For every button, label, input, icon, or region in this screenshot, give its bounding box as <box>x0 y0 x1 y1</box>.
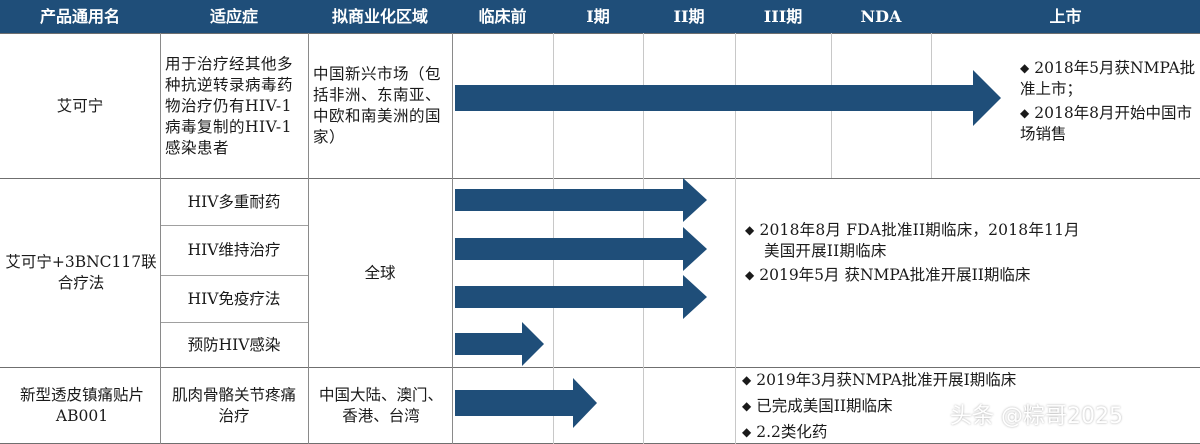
row2-notes: ◆ 2018年8月 FDA批准II期临床，2018年11月美国开展II期临床 ◆ 2… <box>745 220 1090 286</box>
header-region: 拟商业化区域 <box>308 0 452 33</box>
row2-arrow-1-shape <box>455 178 707 222</box>
row1-notes: ◆ 2018年5月获NMPA批准上市； ◆ 2018年8月开始中国市场销售 <box>1020 58 1196 144</box>
diamond-bullet-icon: ◆ <box>1020 106 1030 120</box>
row2-indication-4: 预防HIV感染 <box>160 323 308 367</box>
row3-progress-arrow <box>455 378 597 428</box>
header-phase3: III期 <box>735 0 831 33</box>
row3-arrow-shape <box>455 378 597 428</box>
row1-region: 中国新兴市场（包括非洲、东南亚、中欧和南美洲的国家） <box>313 34 449 178</box>
row2-arrow-2-shape <box>455 227 707 271</box>
sub-row-divider <box>160 275 308 276</box>
row1-progress-arrow <box>455 70 1001 126</box>
diamond-bullet-icon: ◆ <box>742 399 752 413</box>
row2-bullet-1: ◆ 2018年8月 FDA批准II期临床，2018年11月美国开展II期临床 <box>745 220 1090 261</box>
row2-arrow-4-shape <box>455 322 544 366</box>
row1-bullet-1: ◆ 2018年5月获NMPA批准上市； <box>1020 58 1196 99</box>
row1-bullet-2: ◆ 2018年8月开始中国市场销售 <box>1020 103 1196 144</box>
row2-indication-1-text: HIV多重耐药 <box>187 192 281 211</box>
row2-region-text: 全球 <box>364 263 396 282</box>
header-preclinical: 临床前 <box>452 0 553 33</box>
col-divider <box>735 33 736 444</box>
row1-indication: 用于治疗经其他多种抗逆转录病毒药物治疗仍有HIV-1病毒复制的HIV-1感染患者 <box>165 34 305 178</box>
row3-notes: ◆ 2019年3月获NMPA批准开展I期临床 ◆ 已完成美国II期临床 ◆ 2.2类化… <box>742 370 1162 443</box>
sub-row-divider <box>160 322 308 323</box>
watermark: 头条 @粽哥2025 <box>950 404 1123 429</box>
row3-region: 中国大陆、澳门、香港、台湾 <box>316 368 446 443</box>
row1-region-text: 中国新兴市场（包括非洲、东南亚、中欧和南美洲的国家） <box>313 65 442 146</box>
row2-region: 全球 <box>308 179 452 367</box>
row2-indication-4-text: 预防HIV感染 <box>187 335 281 354</box>
row2-indication-2: HIV维持治疗 <box>160 226 308 275</box>
row3-region-text: 中国大陆、澳门、香港、台湾 <box>318 385 443 425</box>
col-divider <box>452 33 453 444</box>
row2-arrow-3 <box>455 275 707 319</box>
row3-bullet-2-text: 已完成美国II期临床 <box>756 397 893 415</box>
row2-indication-3: HIV免疫疗法 <box>160 276 308 322</box>
row3-bullet-3-text: 2.2类化药 <box>756 423 828 441</box>
row2-arrow-4 <box>455 322 544 366</box>
row3-bullet-3: ◆ 2.2类化药 <box>742 422 1162 443</box>
row2-arrow-3-shape <box>455 275 707 319</box>
row-divider <box>0 367 1200 368</box>
diamond-bullet-icon: ◆ <box>742 373 752 387</box>
diamond-bullet-icon: ◆ <box>742 425 752 439</box>
row3-bullet-2: ◆ 已完成美国II期临床 <box>742 396 1162 417</box>
header-launch: 上市 <box>931 0 1200 33</box>
col-divider <box>160 33 161 444</box>
row2-indication-1: HIV多重耐药 <box>160 179 308 225</box>
row2-bullet-1-text: 2018年8月 FDA批准II期临床，2018年11月美国开展II期临床 <box>759 221 1080 260</box>
sub-row-divider <box>160 225 308 226</box>
row1-arrow-shape <box>455 70 1001 126</box>
row3-bullet-1-text: 2019年3月获NMPA批准开展I期临床 <box>756 371 1017 389</box>
row2-product-text: 艾可宁+3BNC117联合疗法 <box>5 253 157 292</box>
row3-indication: 肌肉骨骼关节疼痛治疗 <box>168 368 300 443</box>
header-phase1: I期 <box>553 0 643 33</box>
row2-indication-2-text: HIV维持治疗 <box>187 241 281 259</box>
row2-arrow-2 <box>455 227 707 271</box>
row2-indication-3-text: HIV免疫疗法 <box>187 289 281 308</box>
row1-bullet-2-text: 2018年8月开始中国市场销售 <box>1020 104 1193 143</box>
header-phase2: II期 <box>643 0 735 33</box>
header-product: 产品通用名 <box>0 0 160 33</box>
row-divider <box>0 33 1200 34</box>
row2-arrow-1 <box>455 178 707 222</box>
row2-bullet-2-text: 2019年5月 获NMPA批准开展II期临床 <box>759 266 1031 284</box>
diamond-bullet-icon: ◆ <box>745 268 755 282</box>
row3-indication-text: 肌肉骨骼关节疼痛治疗 <box>171 385 296 425</box>
row3-product: 新型透皮镇痛贴片AB001 <box>8 368 156 443</box>
row-divider <box>0 178 1200 179</box>
diamond-bullet-icon: ◆ <box>745 223 755 237</box>
diamond-bullet-icon: ◆ <box>1020 61 1030 75</box>
col-divider <box>308 33 309 444</box>
header-indication: 适应症 <box>160 0 308 33</box>
row2-product: 艾可宁+3BNC117联合疗法 <box>4 179 158 367</box>
row1-bullet-1-text: 2018年5月获NMPA批准上市； <box>1020 59 1196 98</box>
row3-product-text: 新型透皮镇痛贴片AB001 <box>19 385 144 425</box>
row3-bullet-1: ◆ 2019年3月获NMPA批准开展I期临床 <box>742 370 1162 391</box>
row2-bullet-2: ◆ 2019年5月 获NMPA批准开展II期临床 <box>745 265 1090 286</box>
row1-product: 艾可宁 <box>0 34 160 178</box>
row1-indication-text: 用于治疗经其他多种抗逆转录病毒药物治疗仍有HIV-1病毒复制的HIV-1感染患者 <box>165 54 294 157</box>
header-nda: NDA <box>831 0 931 33</box>
row1-product-text: 艾可宁 <box>56 96 104 115</box>
